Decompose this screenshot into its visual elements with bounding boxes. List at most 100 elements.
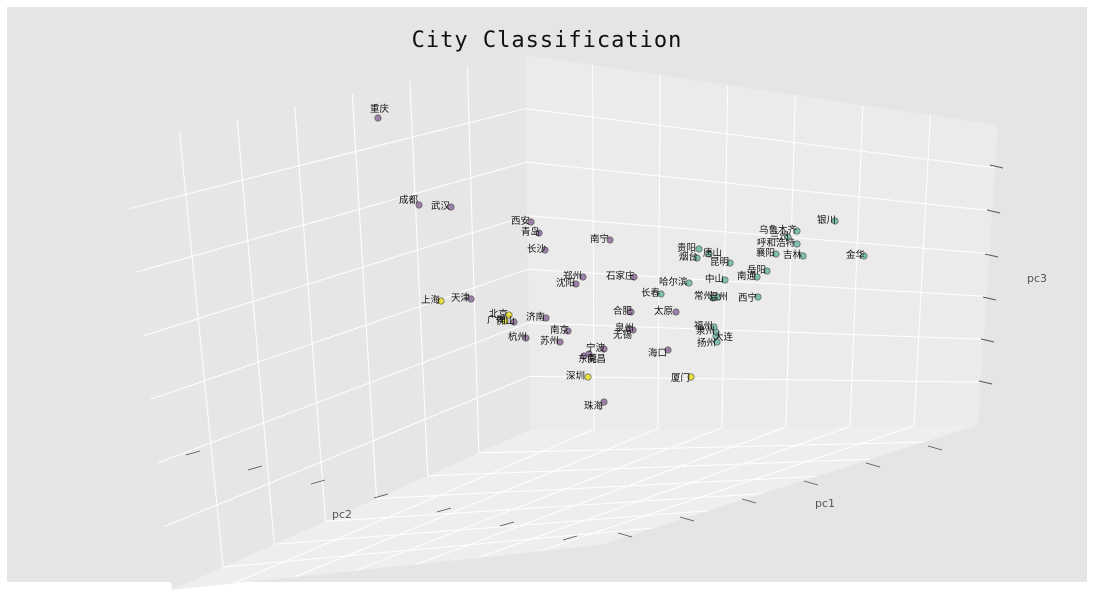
- point-label: 常州: [694, 290, 713, 302]
- data-point: [447, 203, 455, 211]
- data-point: [754, 293, 762, 301]
- point-label: 济南: [526, 311, 545, 323]
- point-label: 东莞: [578, 353, 598, 365]
- grid-line: [913, 114, 931, 426]
- point-label: 泉州: [615, 322, 634, 334]
- grid-line: [157, 322, 529, 464]
- grid-line: [274, 510, 709, 545]
- pc2-tick: [499, 521, 515, 527]
- data-point: [726, 259, 734, 267]
- pc1-tick: [803, 480, 819, 486]
- point-label: 中山: [705, 273, 724, 285]
- data-point: [713, 338, 721, 346]
- pc3-tick: [986, 209, 1001, 214]
- point-label: 烟台: [679, 251, 698, 263]
- point-label: 石家庄: [606, 270, 635, 282]
- point-label: 南通: [737, 270, 757, 282]
- point-label: 珠海: [584, 400, 604, 412]
- grid-line: [529, 375, 981, 383]
- data-point: [579, 273, 587, 281]
- data-point: [657, 290, 665, 298]
- x-axis-label: pc1: [815, 497, 835, 510]
- grid-line: [129, 108, 526, 210]
- data-point: [606, 236, 614, 244]
- pc1-tick: [617, 532, 633, 538]
- point-label: 南昌: [587, 353, 606, 365]
- point-label: 武汉: [431, 200, 451, 212]
- pc1-tick: [741, 498, 757, 504]
- grid-line: [409, 80, 429, 476]
- axis-ticks: [185, 164, 1004, 541]
- pc2-tick: [310, 479, 326, 485]
- pc2-tick: [373, 493, 389, 499]
- grid-line: [150, 268, 529, 400]
- pc3-tick: [984, 253, 999, 258]
- data-point: [374, 114, 382, 122]
- grid-line: [376, 475, 817, 500]
- data-point: [705, 250, 713, 258]
- data-point: [585, 350, 593, 358]
- point-label: 无锡: [613, 329, 632, 341]
- grid-line: [143, 215, 528, 337]
- grid-line: [527, 215, 990, 255]
- point-label: 乌鲁木齐: [759, 224, 798, 236]
- grid-line: [427, 458, 871, 477]
- point-label: 襄阳: [756, 247, 775, 259]
- grid-line: [528, 322, 984, 340]
- data-point: [695, 245, 703, 253]
- point-label: 唐山: [703, 247, 722, 259]
- data-point: [721, 276, 729, 284]
- right-pane: [525, 55, 998, 430]
- point-label: 深圳: [566, 371, 585, 382]
- grid-line: [164, 375, 530, 527]
- data-point: [799, 252, 807, 260]
- data-point: [753, 273, 761, 281]
- pc2-tick: [185, 450, 201, 456]
- point-label: 广州: [487, 314, 506, 326]
- data-point: [793, 240, 801, 248]
- data-point: [556, 338, 564, 346]
- data-point: [710, 323, 718, 331]
- point-label: 金华: [846, 249, 866, 261]
- data-point: [522, 334, 530, 342]
- point-label: 泉州: [696, 325, 715, 337]
- data-point: [627, 308, 635, 316]
- point-label: 长春: [641, 287, 661, 299]
- pc3-tick: [978, 380, 993, 385]
- point-label: 哈尔滨: [659, 276, 688, 288]
- point-label: 昆明: [710, 257, 729, 268]
- grid-line: [721, 84, 729, 428]
- grid-line: [527, 268, 987, 297]
- data-point: [693, 254, 701, 262]
- point-label: 天津: [451, 293, 471, 304]
- data-point: [505, 311, 513, 319]
- data-point: [831, 217, 839, 225]
- grid-line: [223, 527, 655, 568]
- point-label: 扬州: [697, 337, 716, 349]
- point-label: 上海: [421, 294, 441, 306]
- grid-line: [179, 132, 224, 568]
- grid-line: [351, 93, 378, 499]
- data-point: [501, 317, 509, 325]
- point-label: 西安: [511, 215, 530, 227]
- data-point: [564, 327, 572, 335]
- grid-line: [526, 161, 993, 212]
- data-point: [584, 373, 592, 381]
- data-point: [535, 229, 543, 237]
- point-label: 南宁: [590, 233, 609, 245]
- point-label: 长沙: [527, 243, 547, 255]
- pc1-tick: [679, 516, 695, 522]
- grid-line: [232, 428, 595, 585]
- left-pane: [122, 55, 530, 590]
- data-point: [793, 227, 801, 235]
- point-label: 苏州: [540, 335, 559, 347]
- data-point: [772, 250, 780, 258]
- point-label: 海口: [648, 347, 667, 359]
- grid-line: [416, 426, 787, 565]
- data-point: [572, 280, 580, 288]
- grid-line: [136, 161, 527, 273]
- point-label: 杭州: [508, 331, 527, 343]
- pc3-tick: [989, 164, 1004, 169]
- pc3-tick: [982, 296, 997, 301]
- data-point: [629, 326, 637, 334]
